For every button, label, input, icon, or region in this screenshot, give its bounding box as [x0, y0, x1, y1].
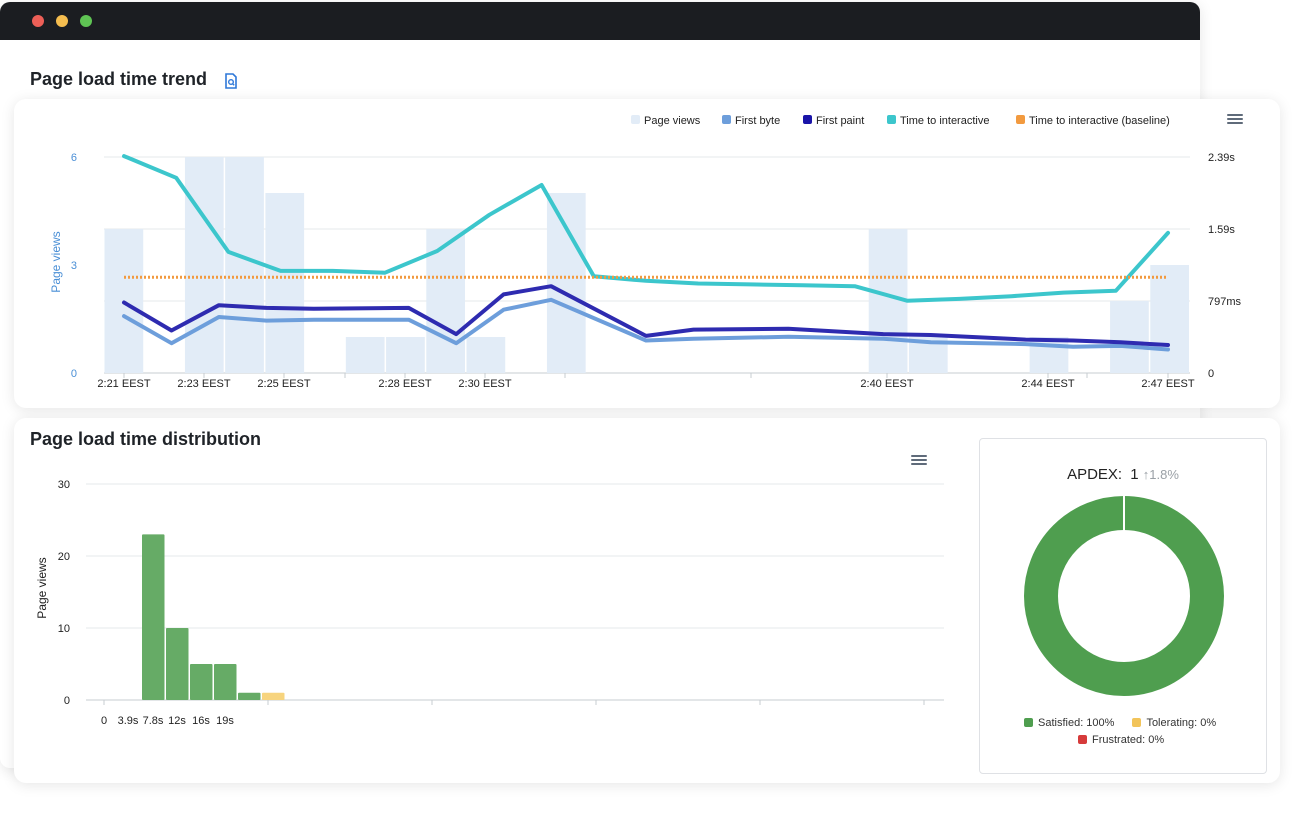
x-tick-label: 19s	[216, 715, 234, 727]
distribution-menu-button[interactable]	[910, 453, 928, 467]
apdex-panel: APDEX: 1 ↑1.8% Satisfied: 100% Toleratin…	[979, 438, 1267, 774]
page-views-bar	[466, 337, 506, 373]
close-window-icon[interactable]	[32, 15, 44, 27]
legend-swatch-icon[interactable]	[631, 115, 640, 124]
legend-label[interactable]: Time to interactive	[900, 115, 989, 127]
legend-label-satisfied: Satisfied: 100%	[1038, 717, 1115, 729]
apdex-legend-row1: Satisfied: 100% Tolerating: 0%	[1024, 717, 1216, 729]
legend-label-frustrated: Frustrated: 0%	[1092, 734, 1165, 746]
x-tick-label: 2:47 EEST	[1141, 378, 1194, 390]
page-views-bar	[546, 193, 586, 373]
minimize-window-icon[interactable]	[56, 15, 68, 27]
distribution-bar	[238, 692, 261, 700]
page-views-bar	[184, 157, 224, 373]
trend-chart: Page views First byte First paint Time to i…	[49, 115, 1242, 390]
page-views-bar	[345, 337, 385, 373]
x-tick-label: 2:25 EEST	[257, 378, 310, 390]
x-tick-label: 3.9s	[118, 715, 139, 727]
x-tick-label: 2:44 EEST	[1021, 378, 1074, 390]
page-views-bar	[1150, 265, 1189, 373]
frustrated-swatch-icon	[1078, 735, 1087, 744]
legend-label-tolerating: Tolerating: 0%	[1146, 717, 1217, 729]
y-tick-label: 20	[58, 551, 70, 563]
legend-item-tolerating[interactable]: Tolerating: 0%	[1132, 717, 1216, 729]
x-tick-label: 7.8s	[143, 715, 164, 727]
legend-swatch-icon[interactable]	[803, 115, 812, 124]
distribution-title: Page load time distribution	[30, 429, 262, 449]
satisfied-swatch-icon	[1024, 718, 1033, 727]
legend-label[interactable]: Time to interactive (baseline)	[1029, 115, 1170, 127]
x-tick-label: 2:30 EEST	[458, 378, 511, 390]
donut-slice-satisfied	[1024, 496, 1224, 696]
trend-menu-button[interactable]	[1226, 112, 1244, 126]
x-tick-label: 2:21 EEST	[97, 378, 150, 390]
y-left-tick-label: 3	[71, 260, 77, 272]
distribution-bar	[262, 692, 285, 700]
y-left-tick-label: 6	[71, 152, 77, 164]
distribution-bar	[166, 628, 189, 700]
page-views-bar	[225, 157, 264, 373]
time-to-interactive-line	[122, 154, 1170, 303]
page-views-bar	[265, 193, 305, 373]
tolerating-swatch-icon	[1132, 718, 1142, 727]
x-tick-label: 2:23 EEST	[177, 378, 230, 390]
x-tick-label: 2:28 EEST	[378, 378, 431, 390]
first-byte-line	[122, 297, 1170, 352]
legend-swatch-icon[interactable]	[887, 115, 896, 124]
window-titlebar	[0, 2, 1200, 40]
legend-item-satisfied[interactable]: Satisfied: 100%	[1024, 717, 1114, 729]
trend-card	[14, 99, 1280, 408]
distribution-bar	[142, 534, 165, 700]
page-views-bar	[1029, 337, 1069, 373]
legend-label[interactable]: Page views	[644, 115, 701, 127]
legend-label[interactable]: First paint	[816, 115, 864, 127]
y-axis-label: Page views	[35, 557, 49, 618]
x-tick-label: 12s	[168, 715, 186, 727]
distribution-bar	[190, 664, 213, 700]
y-tick-label: 30	[58, 479, 70, 491]
x-tick-label: 0	[101, 715, 107, 727]
maximize-window-icon[interactable]	[80, 15, 92, 27]
apdex-donut	[1024, 495, 1224, 696]
report-icon[interactable]	[224, 73, 238, 89]
apdex-change: ↑1.8%	[1142, 467, 1179, 482]
y-right-tick-label: 0	[1208, 368, 1214, 380]
legend-swatch-icon[interactable]	[1016, 115, 1025, 124]
legend-swatch-icon[interactable]	[722, 115, 731, 124]
x-tick-label: 16s	[192, 715, 210, 727]
apdex-value: 1	[1130, 466, 1139, 483]
distribution-chart: 0 10 20 30 Page views 0 3.9s 7.8s 12s 16s 19s	[35, 479, 944, 727]
apdex-header: APDEX: 1 ↑1.8%	[980, 466, 1266, 483]
apdex-label: APDEX:	[1067, 466, 1123, 483]
y-tick-label: 0	[64, 695, 70, 707]
page-views-bar	[386, 337, 425, 373]
y-left-tick-label: 0	[71, 368, 77, 380]
y-right-tick-label: 1.59s	[1208, 224, 1235, 236]
page-views-bar	[1110, 301, 1149, 373]
first-paint-line	[122, 284, 1170, 347]
y-right-tick-label: 2.39s	[1208, 152, 1235, 164]
y-tick-label: 10	[58, 623, 70, 635]
legend-label[interactable]: First byte	[735, 115, 780, 127]
trend-title: Page load time trend	[30, 69, 208, 89]
distribution-bar	[214, 664, 237, 700]
y-left-axis-label: Page views	[49, 231, 63, 292]
x-tick-label: 2:40 EEST	[860, 378, 913, 390]
y-right-tick-label: 797ms	[1208, 296, 1242, 308]
legend-item-frustrated[interactable]: Frustrated: 0%	[1078, 734, 1164, 746]
